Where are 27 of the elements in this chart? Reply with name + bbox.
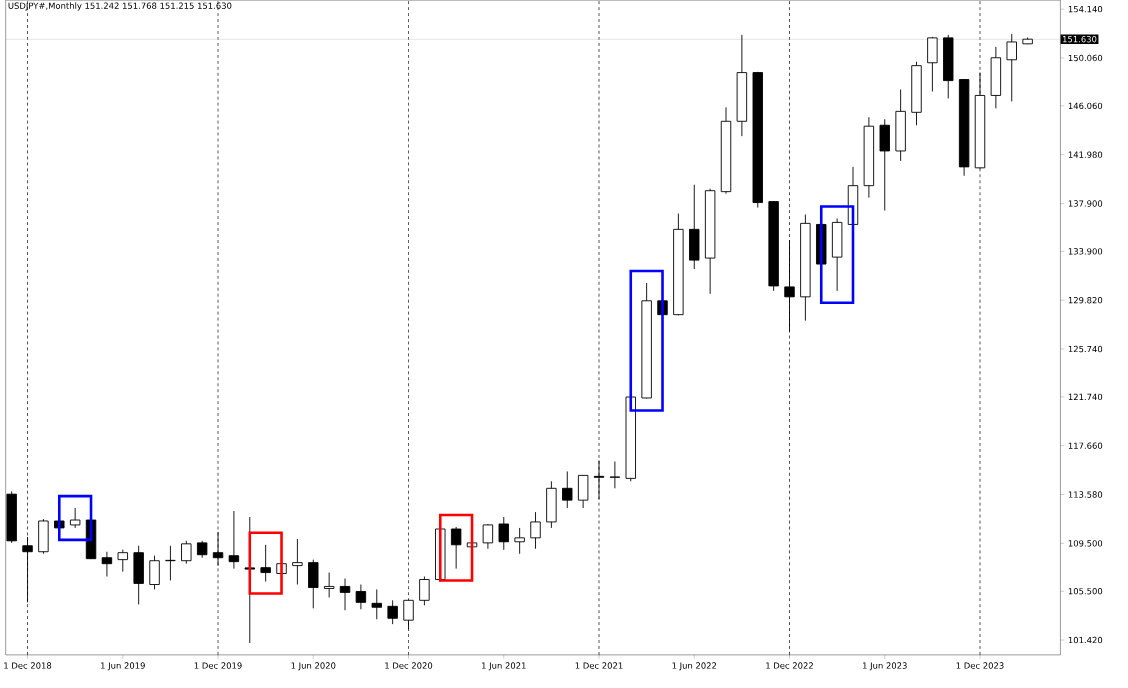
- y-tick-label: 101.420: [1068, 636, 1103, 644]
- y-tick-label: 121.740: [1068, 393, 1103, 400]
- y-tick-label: 150.060: [1068, 54, 1103, 61]
- x-tick-label: 1 Dec 2018: [4, 662, 52, 669]
- x-tick-label: 1 Jun 2019: [101, 662, 145, 671]
- y-tick-label: 109.500: [1068, 539, 1103, 547]
- y-tick-label: 125.740: [1068, 345, 1103, 353]
- y-tick-label: 146.060: [1068, 102, 1103, 109]
- y-tick-label: 129.820: [1068, 296, 1103, 304]
- ref-line-label: 151.630: [1063, 35, 1097, 43]
- x-tick-label: 1 Dec 2019: [194, 662, 242, 669]
- y-tick-label: 133.900: [1068, 248, 1103, 255]
- x-tick-label: 1 Jun 2020: [291, 662, 336, 671]
- y-tick-label: 137.900: [1068, 200, 1103, 207]
- x-tick-label: 1 Jun 2023: [863, 662, 907, 671]
- x-tick-label: 1 Dec 2020: [385, 662, 433, 669]
- chart-title: USDJPY#,Monthly 151.242 151.768 151.215 151.630: [8, 2, 232, 11]
- x-tick-label: 1 Dec 2022: [766, 662, 813, 669]
- y-tick-label: 141.980: [1068, 151, 1103, 158]
- y-tick-label: 154.140: [1068, 5, 1103, 13]
- x-tick-label: 1 Dec 2023: [956, 662, 1004, 669]
- y-tick-label: 105.500: [1068, 587, 1103, 595]
- y-tick-label: 113.580: [1068, 491, 1103, 498]
- x-tick-label: 1 Dec 2021: [575, 662, 623, 669]
- y-tick-label: 117.660: [1068, 442, 1103, 449]
- x-tick-label: 1 Jun 2021: [482, 662, 526, 671]
- x-tick-label: 1 Jun 2022: [672, 662, 717, 671]
